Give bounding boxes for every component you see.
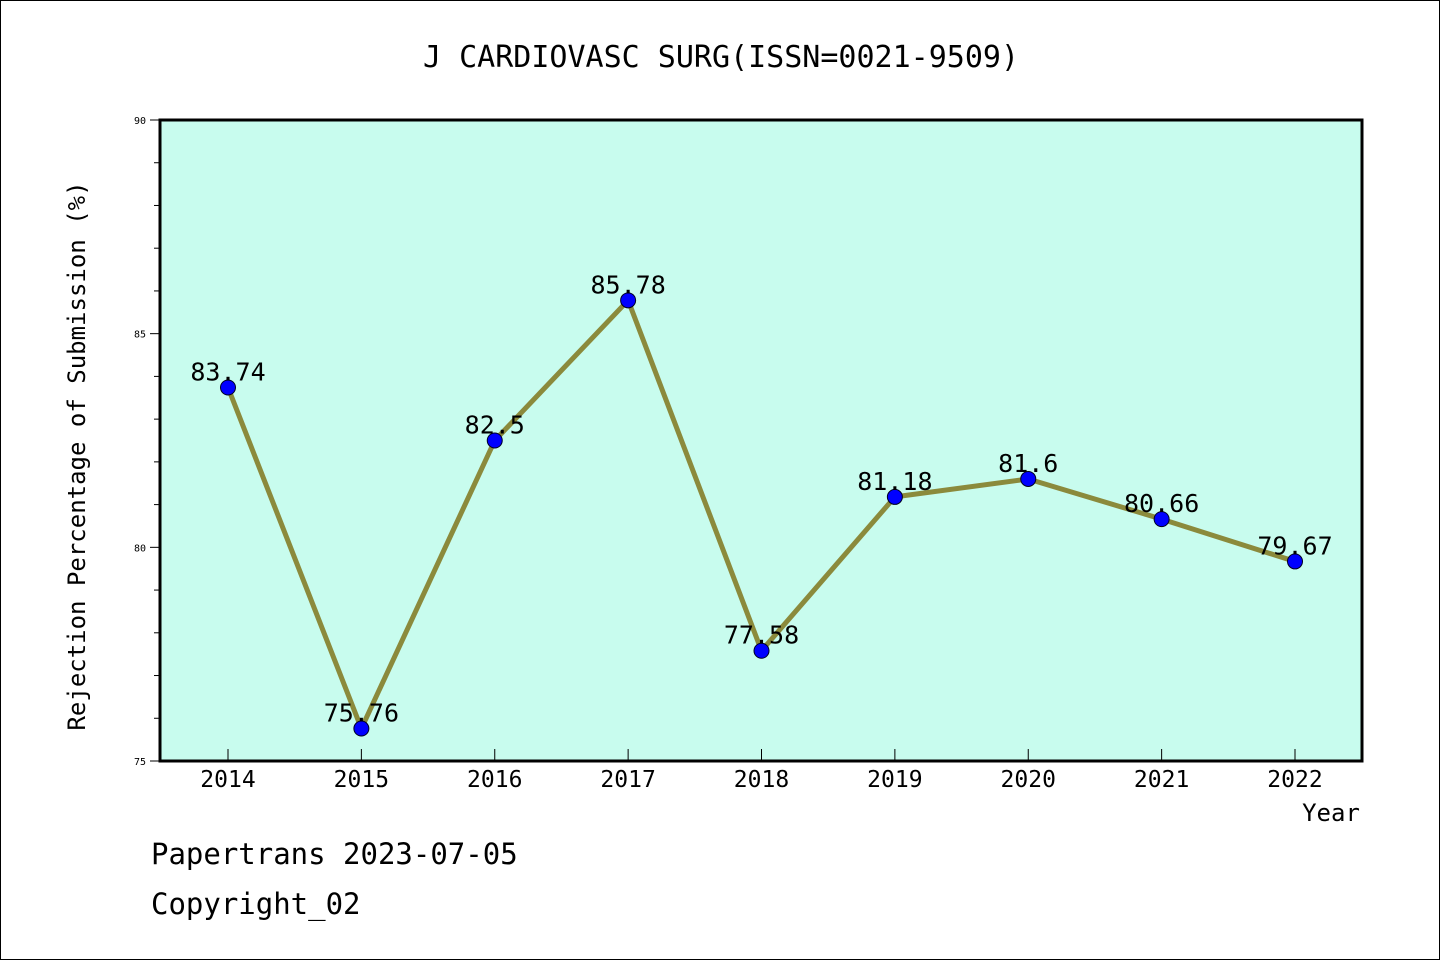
- x-tick-label: 2017: [600, 767, 655, 793]
- data-labels: 83.74 75.76 82.5 85.78 77.58 81.18 81.6 80.66 79…: [190, 270, 1332, 727]
- x-tick-label: 2015: [334, 767, 389, 793]
- data-label-2017: 85.78: [590, 270, 665, 299]
- x-tick-label: 2021: [1134, 767, 1189, 793]
- data-point-2022: [1287, 553, 1303, 570]
- x-tick-label: 2022: [1267, 767, 1322, 793]
- y-tick-label: 75: [134, 757, 146, 768]
- data-point-2017: [620, 292, 637, 309]
- plot-area: [158, 118, 1364, 763]
- footer-copyright: Copyright_02: [151, 887, 361, 922]
- y-axis-label: Rejection Percentage of Submission (%): [63, 181, 91, 730]
- x-tick-label: 2016: [467, 767, 522, 793]
- x-axis: 2014 2015 2016 2017 2018 2019 2020 2021 2022: [200, 749, 1323, 793]
- x-tick-label: 2019: [867, 767, 922, 793]
- data-label-2020: 81.6: [998, 449, 1058, 478]
- data-point-2014: [220, 379, 236, 396]
- data-point-2016: [486, 432, 503, 449]
- data-point-2015: [353, 720, 370, 737]
- x-tick-label: 2014: [200, 767, 255, 793]
- footer-date: Papertrans 2023-07-05: [151, 837, 518, 871]
- data-label-2022: 79.67: [1257, 531, 1332, 560]
- data-points: [220, 292, 1303, 737]
- chart-title: J CARDIOVASC SURG(ISSN=0021-9509): [423, 40, 1019, 75]
- x-axis-label: Year: [1302, 799, 1360, 827]
- data-label-2018: 77.58: [724, 621, 799, 650]
- data-point-2020: [1020, 470, 1037, 487]
- y-axis: 75 80 85 90: [134, 116, 160, 768]
- data-point-2018: [753, 642, 770, 659]
- data-label-2016: 82.5: [465, 411, 525, 440]
- y-tick-label: 80: [134, 543, 146, 554]
- y-tick-label: 90: [134, 116, 146, 127]
- x-tick-label: 2020: [1001, 767, 1056, 793]
- data-label-2014: 83.74: [190, 358, 265, 387]
- data-label-2015: 75.76: [324, 699, 399, 728]
- data-point-2019: [886, 488, 903, 505]
- data-label-2019: 81.18: [857, 467, 932, 496]
- data-point-2021: [1153, 511, 1170, 528]
- y-tick-label: 85: [134, 330, 146, 341]
- x-tick-label: 2018: [734, 767, 789, 793]
- data-label-2021: 80.66: [1124, 489, 1199, 518]
